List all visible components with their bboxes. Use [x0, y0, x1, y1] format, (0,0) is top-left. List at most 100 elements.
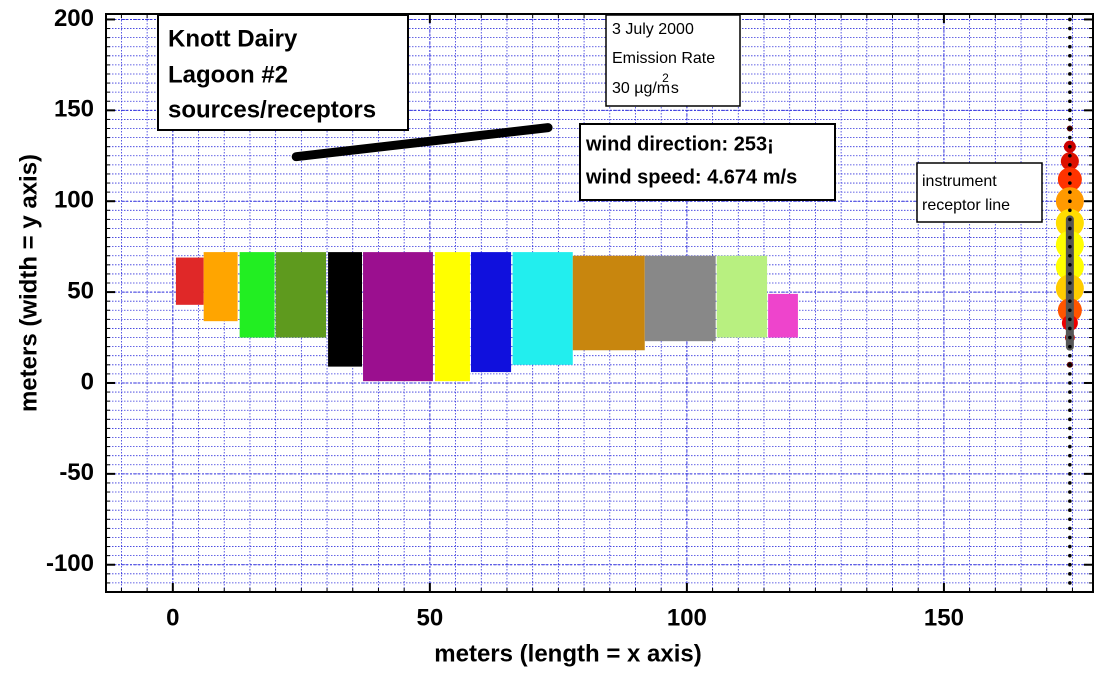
- receptor-dot: [1068, 544, 1072, 549]
- title-box: [157, 14, 409, 131]
- receptor-dot: [1068, 26, 1072, 31]
- source-area: [239, 252, 275, 338]
- title-line: sources/receptors: [168, 96, 376, 123]
- receptor-dot: [1068, 190, 1072, 194]
- y-axis-title: meters (width = y axis): [15, 154, 42, 412]
- receptor-dot: [1068, 299, 1072, 303]
- title-line: Knott Dairy: [168, 25, 298, 52]
- source-area: [644, 255, 716, 342]
- source-area: [572, 255, 645, 351]
- source-area: [275, 252, 327, 338]
- receptor-dot: [1068, 153, 1072, 158]
- receptor-dot: [1068, 526, 1072, 531]
- receptor-dot: [1068, 217, 1072, 222]
- receptor-dot: [1068, 399, 1072, 403]
- y-tick-label: 150: [54, 96, 94, 123]
- receptor-dot: [1068, 426, 1072, 431]
- receptor-dot: [1068, 372, 1072, 376]
- receptor-dot: [1068, 290, 1072, 294]
- receptor-dot: [1068, 390, 1072, 394]
- receptor-dot: [1068, 181, 1072, 185]
- receptor-dot: [1068, 81, 1072, 85]
- source-area: [175, 257, 204, 305]
- receptor-dot: [1068, 535, 1072, 540]
- y-tick-label: -100: [46, 550, 94, 577]
- receptor-dot: [1068, 435, 1072, 440]
- receptor-dot: [1068, 117, 1072, 122]
- receptor-dot: [1068, 253, 1072, 258]
- source-area: [716, 255, 768, 338]
- receptor-label: receptor line: [922, 197, 1010, 214]
- wind-line: [291, 123, 553, 162]
- emission-rate-part: s: [671, 80, 679, 97]
- wind-box: [579, 123, 836, 201]
- emission-box: [605, 14, 741, 107]
- receptor-dot: [1068, 208, 1072, 213]
- receptor-dot: [1068, 335, 1072, 340]
- x-tick-label: 100: [667, 604, 707, 631]
- receptor-dot: [1068, 581, 1072, 585]
- receptor-dot: [1068, 508, 1072, 513]
- x-tick-label: 50: [417, 604, 444, 631]
- receptor-dot: [1068, 172, 1072, 176]
- receptor-dot: [1068, 144, 1072, 149]
- receptor-dot: [1068, 408, 1072, 413]
- receptor-dot: [1068, 499, 1072, 503]
- receptor-dot: [1068, 126, 1072, 131]
- receptor-dot: [1068, 308, 1072, 313]
- receptor-dot: [1068, 444, 1072, 449]
- receptor-dot: [1068, 572, 1072, 576]
- source-area: [435, 252, 470, 382]
- receptor-dot: [1068, 35, 1072, 40]
- source-area: [363, 252, 433, 382]
- marks: [175, 17, 1084, 585]
- receptor-dot: [1068, 317, 1072, 322]
- y-tick-label: 0: [81, 368, 94, 395]
- receptor-dot: [1068, 344, 1072, 349]
- receptor-dot: [1068, 326, 1072, 331]
- title-line: Lagoon #2: [168, 61, 288, 88]
- x-axis-title: meters (length = x axis): [434, 640, 701, 667]
- receptor-dot: [1068, 17, 1072, 22]
- emission-line: Emission Rate: [612, 50, 715, 67]
- source-area: [512, 252, 573, 365]
- receptor-dot: [1068, 417, 1072, 422]
- receptor-dot: [1068, 562, 1072, 567]
- receptor-dot: [1068, 381, 1072, 385]
- source-area: [328, 252, 363, 367]
- receptor-label: instrument: [922, 173, 997, 190]
- emission-line: 3 July 2000: [612, 21, 694, 38]
- receptor-dot: [1068, 235, 1072, 240]
- receptor-dot: [1068, 517, 1072, 522]
- receptor-dot: [1068, 353, 1072, 358]
- receptor-dot: [1068, 281, 1072, 285]
- y-tick-label: 100: [54, 187, 94, 214]
- receptor-dot: [1068, 199, 1072, 204]
- receptor-dot: [1068, 272, 1072, 276]
- emission-rate-part: 30 µg/m: [612, 80, 670, 97]
- receptor-dot: [1068, 453, 1072, 458]
- receptor-dot: [1068, 99, 1072, 104]
- source-area: [470, 252, 512, 373]
- receptor-dot: [1068, 63, 1072, 67]
- receptor-dot: [1068, 553, 1072, 558]
- wind-line: wind direction: 253¡: [585, 133, 774, 155]
- source-area: [203, 252, 238, 322]
- y-tick-label: 200: [54, 5, 94, 32]
- axes: 0 50 100 150 -100 -50 0 50 100 150 200: [46, 5, 1094, 631]
- receptor-dot: [1068, 362, 1072, 367]
- receptor-label-box: [916, 162, 1043, 223]
- receptor-dot: [1068, 472, 1072, 476]
- receptor-dot: [1068, 54, 1072, 58]
- receptor-dot: [1068, 72, 1072, 76]
- receptor-dot: [1068, 490, 1072, 494]
- receptor-dot: [1068, 226, 1072, 231]
- x-tick-label: 0: [166, 604, 179, 631]
- x-tick-label: 150: [924, 604, 964, 631]
- y-tick-label: -50: [59, 459, 94, 486]
- receptor-point: [1060, 152, 1079, 171]
- receptor-dot: [1068, 462, 1072, 467]
- receptor-point: [1057, 167, 1082, 192]
- plot-frame: [105, 13, 1094, 593]
